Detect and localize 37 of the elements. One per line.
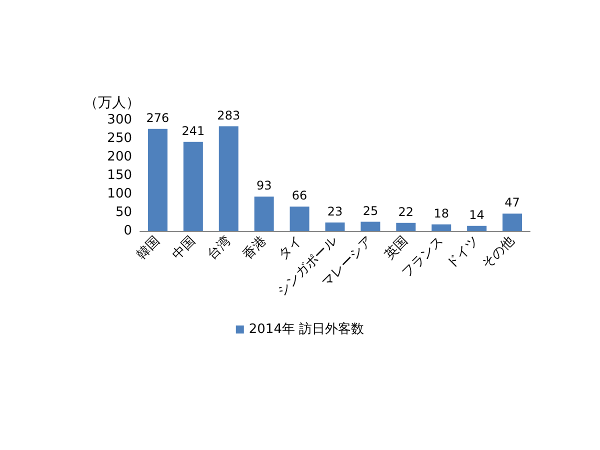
data-label: 22: [398, 204, 414, 219]
data-label: 93: [256, 178, 272, 193]
legend-label: 2014年 訪日外客数: [248, 321, 364, 337]
bar: [502, 214, 522, 231]
x-tick-label: タイ: [276, 234, 305, 263]
x-tick-label: 中国: [169, 234, 198, 263]
bar: [360, 222, 380, 231]
bar: [254, 196, 274, 231]
bar: [290, 206, 310, 231]
bar: [148, 128, 168, 231]
data-label: 18: [434, 206, 450, 220]
y-axis-title: （万人）: [84, 95, 140, 111]
bar: [325, 222, 345, 231]
bar: [467, 226, 487, 231]
bar: [183, 142, 203, 231]
bar: [432, 224, 452, 231]
data-label: 241: [182, 124, 205, 138]
bar: [218, 126, 238, 231]
y-tick-label: 300: [107, 112, 132, 128]
data-label: 23: [327, 204, 343, 218]
y-tick-label: 200: [107, 150, 132, 164]
data-label: 14: [469, 208, 484, 222]
x-tick-label: 韓国: [134, 234, 164, 263]
bar: [396, 222, 416, 231]
y-tick-label: 50: [115, 205, 132, 220]
x-tick-label: 英国: [382, 234, 412, 263]
data-label: 47: [504, 196, 520, 210]
data-label: 25: [362, 204, 378, 218]
y-tick-label: 250: [107, 131, 132, 146]
data-label: 276: [146, 110, 170, 125]
data-label: 283: [217, 108, 240, 122]
y-tick-label: 150: [107, 168, 132, 183]
x-tick-label: 香港: [240, 234, 270, 263]
y-tick-label: 100: [107, 186, 132, 202]
y-tick-label: 0: [124, 224, 132, 238]
data-label: 66: [292, 188, 308, 203]
x-tick-label: 台湾: [204, 232, 234, 263]
